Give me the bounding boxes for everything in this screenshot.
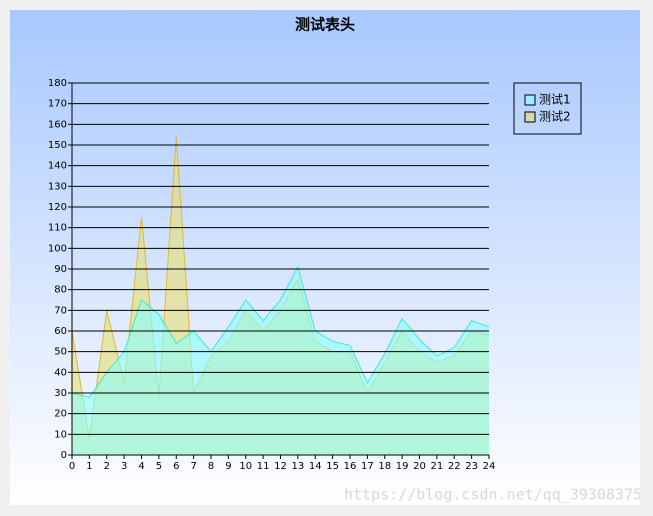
y-tick-label: 60: [54, 326, 67, 337]
y-tick-label: 50: [54, 347, 67, 358]
y-tick-label: 100: [48, 243, 67, 254]
x-tick-label: 0: [69, 461, 75, 472]
x-tick-label: 23: [465, 461, 478, 472]
y-tick-label: 170: [48, 99, 67, 110]
x-tick-label: 2: [104, 461, 110, 472]
x-tick-label: 1: [86, 461, 92, 472]
x-tick-label: 7: [190, 461, 196, 472]
legend-label: 测试1: [539, 92, 571, 107]
x-tick-label: 8: [208, 461, 214, 472]
y-tick-label: 80: [54, 285, 67, 296]
x-tick-label: 21: [431, 461, 444, 472]
x-tick-label: 16: [344, 461, 357, 472]
y-tick-label: 0: [61, 450, 67, 461]
y-tick-label: 140: [48, 161, 67, 172]
x-tick-label: 14: [309, 461, 322, 472]
x-tick-label: 12: [274, 461, 287, 472]
y-tick-label: 20: [54, 409, 67, 420]
y-tick-label: 90: [54, 264, 67, 275]
y-tick-label: 30: [54, 388, 67, 399]
x-tick-label: 19: [396, 461, 409, 472]
x-tick-label: 24: [483, 461, 496, 472]
y-tick-label: 120: [48, 202, 67, 213]
y-tick-label: 150: [48, 140, 67, 151]
x-tick-label: 20: [413, 461, 426, 472]
area: [72, 266, 489, 455]
x-tick-label: 9: [225, 461, 231, 472]
x-tick-label: 6: [173, 461, 179, 472]
legend-label: 测试2: [539, 109, 571, 124]
x-tick-label: 3: [121, 461, 127, 472]
y-tick-label: 160: [48, 119, 67, 130]
chart-title: 测试表头: [295, 16, 355, 34]
legend-swatch: [524, 111, 536, 123]
y-tick-label: 180: [48, 78, 67, 89]
x-tick-label: 10: [239, 461, 252, 472]
x-tick-label: 15: [326, 461, 339, 472]
watermark: https://blog.csdn.net/qq_39308375: [344, 486, 642, 504]
line: [71, 265, 490, 398]
x-tick-label: 18: [378, 461, 391, 472]
x-tick-label: 13: [292, 461, 305, 472]
y-tick-label: 110: [48, 223, 67, 234]
x-tick-label: 11: [257, 461, 270, 472]
y-tick-label: 70: [54, 305, 67, 316]
legend-swatch: [524, 94, 536, 106]
x-tick-label: 22: [448, 461, 461, 472]
y-tick-label: 40: [54, 367, 67, 378]
x-tick-label: 4: [138, 461, 144, 472]
y-tick-label: 10: [54, 429, 67, 440]
y-tick-label: 130: [48, 181, 67, 192]
x-tick-label: 5: [156, 461, 162, 472]
legend-box: [513, 82, 582, 135]
x-tick-label: 17: [361, 461, 374, 472]
